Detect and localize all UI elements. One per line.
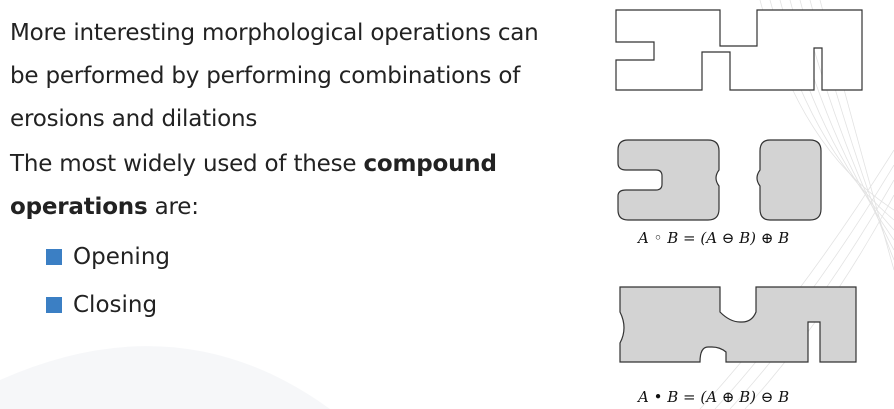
opening-shape-left: [617, 139, 720, 221]
opening-shape-right: [756, 139, 822, 221]
paragraph-compound-suffix: are:: [147, 194, 199, 220]
list-item-opening: Opening: [46, 233, 570, 281]
bullet-text-block: More interesting morphological operation…: [10, 12, 570, 329]
paragraph-compound: The most widely used of these compound o…: [10, 143, 570, 229]
paragraph-combinations: More interesting morphological operation…: [10, 20, 539, 132]
closing-formula: A • B = (A ⊕ B) ⊖ B: [636, 388, 789, 406]
original-shape-outline: [615, 9, 863, 91]
list-item-closing: Closing: [46, 281, 570, 329]
paragraph-compound-prefix: The most widely used of these: [10, 151, 364, 177]
opening-formula: A ◦ B = (A ⊖ B) ⊕ B: [636, 229, 789, 247]
square-bullet-icon: [46, 297, 62, 313]
operations-list: Opening Closing: [46, 233, 570, 329]
square-bullet-icon: [46, 249, 62, 265]
list-item-label: Closing: [73, 292, 158, 318]
list-item-label: Opening: [73, 244, 170, 270]
compound-operations-bold: compound operations: [10, 151, 497, 220]
closing-shape: [619, 286, 857, 363]
